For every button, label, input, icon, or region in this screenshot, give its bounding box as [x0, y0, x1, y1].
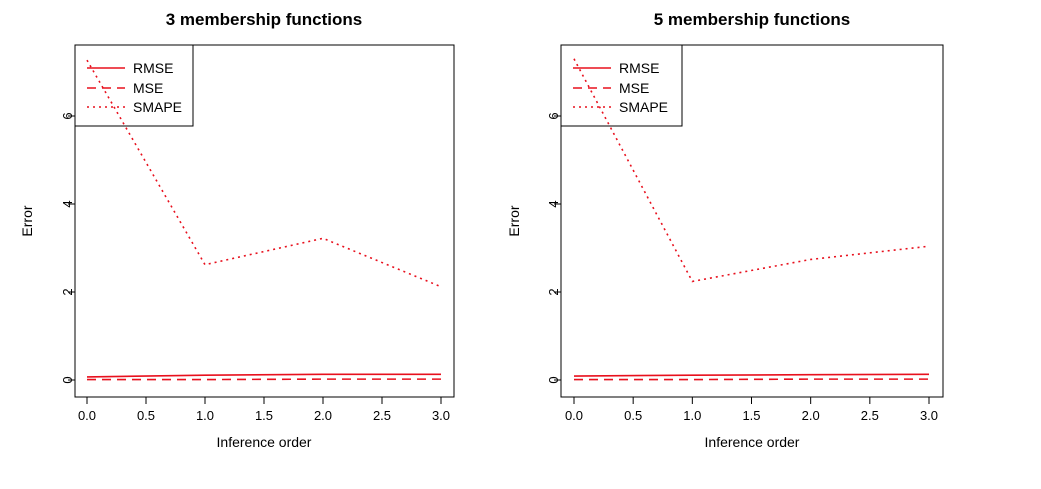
chart-1-x-tick-label: 1.5 — [255, 408, 273, 423]
chart-1-x-tick-label: 3.0 — [432, 408, 450, 423]
chart-2-x-axis-label: Inference order — [705, 434, 800, 450]
chart-1-legend: RMSE MSE SMAPE — [74, 44, 194, 127]
chart-2-x-tick-label: 2.0 — [802, 408, 820, 423]
chart-1-legend-label-smape: SMAPE — [133, 99, 182, 115]
chart-2-y-axis-label: Error — [506, 205, 522, 236]
chart-2-series-smape-line — [573, 58, 930, 283]
chart-1-y-tick-label: 0 — [60, 376, 75, 383]
chart-2-x-ticks: 0.0 0.5 1.0 1.5 2.0 2.5 3.0 — [565, 397, 938, 423]
chart-2-y-tick-label: 2 — [546, 288, 561, 295]
chart-1-y-tick-label: 6 — [60, 112, 75, 119]
chart-1-y-tick-label: 4 — [60, 200, 75, 207]
chart-1-series-smape-line — [86, 59, 442, 288]
chart-2-legend-box — [560, 44, 683, 127]
chart-1-y-axis-label: Error — [19, 205, 35, 236]
chart-1-x-tick-label: 2.0 — [314, 408, 332, 423]
chart-2-y-tick-label: 4 — [546, 200, 561, 207]
chart-2-legend-label-mse: MSE — [619, 80, 649, 96]
chart-2-y-tick-label: 0 — [546, 376, 561, 383]
chart-2-x-tick-label: 1.0 — [683, 408, 701, 423]
chart-1-y-ticks: 0 2 4 6 — [60, 112, 75, 384]
chart-2-legend-label-smape: SMAPE — [619, 99, 668, 115]
chart-2-legend: RMSE MSE SMAPE — [560, 44, 683, 127]
chart-1-legend-label-rmse: RMSE — [133, 60, 173, 76]
chart-2-x-tick-label: 1.5 — [742, 408, 760, 423]
chart-1-x-tick-label: 0.0 — [78, 408, 96, 423]
chart-2-title: 5 membership functions — [654, 10, 850, 29]
chart-2-series — [573, 58, 930, 381]
chart-panel-1: 3 membership functions 0.0 0.5 1.0 1.5 2.0 2.… — [19, 10, 455, 450]
chart-2-x-tick-label: 0.5 — [624, 408, 642, 423]
chart-1-legend-box — [74, 44, 194, 127]
chart-1-x-tick-label: 0.5 — [137, 408, 155, 423]
chart-1-y-tick-label: 2 — [60, 288, 75, 295]
chart-2-y-ticks: 0 2 4 6 — [546, 112, 561, 384]
chart-panel-2: 5 membership functions 0.0 0.5 1.0 1.5 2.0 2.… — [506, 10, 944, 450]
chart-1-x-tick-label: 2.5 — [373, 408, 391, 423]
chart-2-y-tick-label: 6 — [546, 112, 561, 119]
chart-1-series — [86, 59, 442, 381]
chart-2-legend-label-rmse: RMSE — [619, 60, 659, 76]
chart-2-x-tick-label: 0.0 — [565, 408, 583, 423]
chart-1-title: 3 membership functions — [166, 10, 362, 29]
chart-2-x-tick-label: 2.5 — [861, 408, 879, 423]
chart-1-x-tick-label: 1.0 — [196, 408, 214, 423]
chart-2-x-tick-label: 3.0 — [920, 408, 938, 423]
chart-1-plot-frame — [74, 44, 455, 398]
chart-1-x-axis-label: Inference order — [217, 434, 312, 450]
chart-1-legend-label-mse: MSE — [133, 80, 163, 96]
chart-2-series-rmse-line — [573, 373, 930, 377]
chart-1-series-rmse-line — [86, 373, 441, 378]
chart-1-x-ticks: 0.0 0.5 1.0 1.5 2.0 2.5 3.0 — [78, 397, 450, 423]
chart-2-plot-frame — [560, 44, 944, 398]
